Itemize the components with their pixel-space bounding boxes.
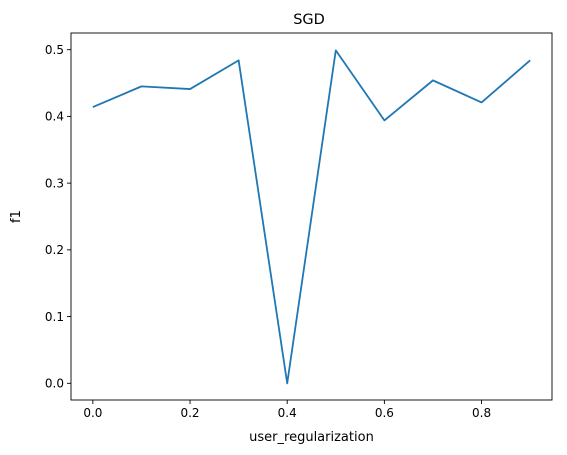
series-line <box>92 49 531 385</box>
y-axis: 0.0 0.1 0.2 0.3 0.4 0.5 <box>45 43 71 391</box>
y-tick-label: 0.5 <box>45 43 64 57</box>
x-tick-label: 0.0 <box>83 406 102 420</box>
x-tick-label: 0.6 <box>375 406 394 420</box>
plot-frame <box>70 32 553 401</box>
x-tick-label: 0.8 <box>472 406 491 420</box>
x-axis-label: user_regularization <box>249 430 374 445</box>
chart-title: SGD <box>293 12 325 28</box>
y-tick-label: 0.4 <box>45 110 64 124</box>
y-tick-label: 0.0 <box>45 377 64 391</box>
y-axis-label: f1 <box>9 210 24 223</box>
y-tick-label: 0.2 <box>45 243 64 257</box>
y-tick-label: 0.1 <box>45 310 64 324</box>
x-axis: 0.0 0.2 0.4 0.6 0.8 <box>83 400 491 420</box>
y-tick-label: 0.3 <box>45 176 64 190</box>
x-tick-label: 0.2 <box>180 406 199 420</box>
x-tick-label: 0.4 <box>278 406 297 420</box>
plot-area <box>70 32 553 401</box>
